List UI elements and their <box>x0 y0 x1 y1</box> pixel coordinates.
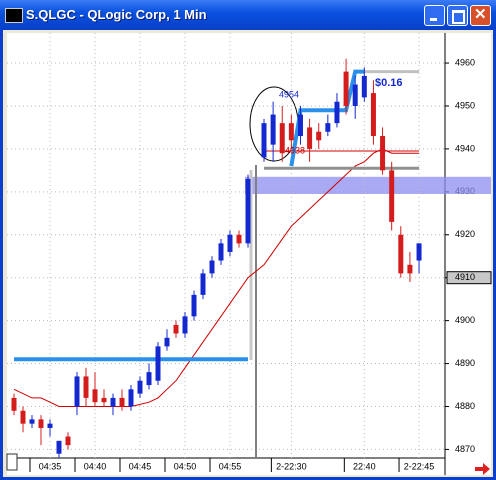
candle-body <box>47 423 53 428</box>
candle-body <box>316 131 322 141</box>
candle-body <box>380 136 386 171</box>
candle-body <box>227 234 233 252</box>
candle-body <box>164 337 170 347</box>
candle-body <box>416 243 422 261</box>
highlight-band <box>245 176 491 194</box>
y-tick-label: 4920 <box>455 229 475 239</box>
candle-body <box>343 71 349 106</box>
candle-body <box>370 93 376 137</box>
annotation: $0.16 <box>375 77 403 89</box>
candle-body <box>56 440 62 454</box>
y-axis-area <box>445 33 491 475</box>
x-tick-label: 2-22:45 <box>404 461 435 471</box>
candle-body <box>307 127 313 149</box>
candle-body <box>20 410 26 424</box>
y-tick-label: 4900 <box>455 315 475 325</box>
app-icon <box>5 8 23 23</box>
x-tick-label: 04:35 <box>39 461 62 471</box>
x-tick-label: 04:50 <box>174 461 197 471</box>
y-tick-label: 4940 <box>455 143 475 153</box>
y-tick-label: 4870 <box>455 444 475 454</box>
candle-body <box>325 123 331 132</box>
candle-body <box>279 123 285 154</box>
candle-body <box>218 243 224 261</box>
scroll-box[interactable] <box>6 453 18 471</box>
y-tick-label: 4880 <box>455 401 475 411</box>
candle-body <box>83 376 89 398</box>
last-price-label: 4910 <box>455 272 475 282</box>
candle-body <box>361 75 367 98</box>
candle-body <box>288 123 294 141</box>
minimize-button[interactable] <box>424 5 445 26</box>
candle-body <box>155 346 161 381</box>
last-price-box <box>446 271 492 285</box>
maximize-button[interactable] <box>447 5 468 26</box>
x-tick-label: 2-22:30 <box>276 461 307 471</box>
x-tick-label: 04:40 <box>84 461 107 471</box>
candle-body <box>65 436 71 446</box>
candle-body <box>398 234 404 274</box>
window-title: S.QLGC - QLogic Corp, 1 Min <box>26 7 207 22</box>
candle-body <box>128 389 134 407</box>
annotation: 4938 <box>285 145 305 155</box>
candle-body <box>200 273 206 295</box>
candle-body <box>191 294 197 317</box>
candle-body <box>352 84 358 106</box>
title-bar: S.QLGC - QLogic Corp, 1 Min ✕ <box>0 0 496 30</box>
x-tick-label: 04:45 <box>129 461 152 471</box>
candle-body <box>270 114 276 145</box>
chart: 4870488048904900491049204930494049504960… <box>3 30 493 477</box>
candle-body <box>119 397 125 407</box>
candle-body <box>209 260 215 274</box>
x-tick-label: 22:40 <box>353 461 376 471</box>
candle-body <box>146 372 152 386</box>
plot-area <box>7 33 445 458</box>
candle-body <box>38 419 44 428</box>
candle-body <box>11 397 17 411</box>
candle-body <box>110 397 116 407</box>
candle-body <box>261 123 267 158</box>
x-axis-area <box>7 458 445 475</box>
candle-body <box>173 324 179 334</box>
annotation: 4954 <box>279 89 299 99</box>
candle-body <box>92 389 98 403</box>
close-button[interactable]: ✕ <box>470 5 491 26</box>
scroll-arrow[interactable] <box>475 463 490 475</box>
candle-body <box>334 101 340 124</box>
candle-body <box>74 376 80 407</box>
overlay-line <box>289 69 365 167</box>
y-tick-label: 4890 <box>455 358 475 368</box>
candle-body <box>245 178 251 244</box>
candle-body <box>137 380 143 394</box>
candle-body <box>29 419 35 424</box>
candle-body <box>297 114 303 137</box>
plot: 4870488048904900491049204930494049504960… <box>7 33 492 472</box>
x-tick-label: 04:55 <box>219 461 242 471</box>
candle-body <box>182 316 188 334</box>
y-tick-label: 4960 <box>455 57 475 67</box>
candle-body <box>101 397 107 403</box>
candle-body <box>407 264 413 274</box>
candle-body <box>236 234 242 244</box>
candle-body <box>389 170 395 222</box>
y-tick-label: 4950 <box>455 100 475 110</box>
